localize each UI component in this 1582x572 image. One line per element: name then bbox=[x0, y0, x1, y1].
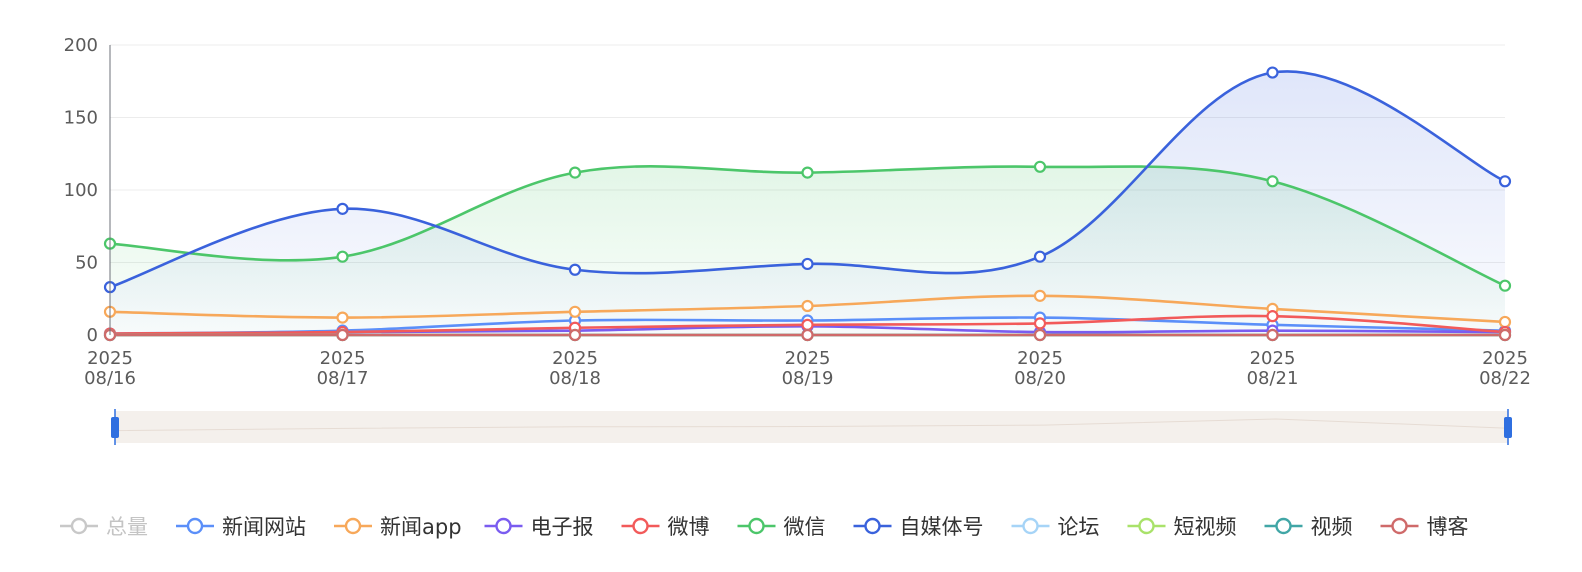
legend-item[interactable]: 总量 bbox=[60, 515, 148, 539]
y-tick-label: 0 bbox=[87, 325, 98, 346]
legend-item[interactable]: 微博 bbox=[621, 515, 710, 539]
data-point[interactable] bbox=[336, 250, 349, 263]
data-point[interactable] bbox=[1033, 160, 1047, 173]
legend-item[interactable]: 电子报 bbox=[484, 515, 594, 539]
zoom-handle-start[interactable] bbox=[111, 417, 119, 438]
y-tick-label: 200 bbox=[64, 35, 98, 56]
legend-label: 总量 bbox=[106, 515, 148, 539]
legend-circle-icon bbox=[1391, 517, 1408, 535]
legend-circle-icon bbox=[70, 517, 88, 535]
legend-circle-icon bbox=[344, 517, 362, 535]
data-point[interactable] bbox=[568, 328, 582, 342]
data-point[interactable] bbox=[1498, 175, 1512, 188]
legend-item[interactable]: 视频 bbox=[1264, 515, 1353, 539]
legend-circle-icon bbox=[495, 517, 512, 535]
x-tick-label: 2025 08/16 bbox=[84, 348, 136, 389]
data-point[interactable] bbox=[801, 299, 814, 313]
legend-circle-icon bbox=[864, 517, 881, 535]
legend-item[interactable]: 新闻app bbox=[334, 515, 462, 539]
x-tick-label: 2025 08/19 bbox=[782, 348, 834, 389]
data-point[interactable] bbox=[1033, 289, 1047, 302]
legend-item[interactable]: 短视频 bbox=[1127, 515, 1237, 539]
y-tick-label: 150 bbox=[64, 108, 98, 129]
data-point[interactable] bbox=[1266, 175, 1279, 188]
data-point[interactable] bbox=[336, 311, 349, 324]
data-point[interactable] bbox=[568, 166, 582, 179]
data-zoom-slider[interactable] bbox=[111, 409, 1512, 445]
data-point[interactable] bbox=[568, 305, 582, 318]
legend-circle-icon bbox=[1138, 517, 1155, 535]
legend-item[interactable]: 论坛 bbox=[1011, 515, 1100, 539]
data-point[interactable] bbox=[1498, 279, 1512, 292]
data-point[interactable] bbox=[1033, 328, 1047, 342]
data-point[interactable] bbox=[801, 318, 814, 331]
legend-label: 短视频 bbox=[1174, 515, 1237, 539]
legend-label: 新闻网站 bbox=[222, 515, 306, 539]
legend-label: 自媒体号 bbox=[900, 515, 984, 539]
legend-label: 新闻app bbox=[380, 515, 462, 539]
data-point[interactable] bbox=[801, 257, 814, 271]
data-point[interactable] bbox=[568, 263, 582, 276]
data-point[interactable] bbox=[1266, 310, 1279, 323]
legend-circle-icon bbox=[1275, 517, 1292, 535]
zoom-handle-end[interactable] bbox=[1504, 417, 1512, 438]
legend-label: 博客 bbox=[1427, 515, 1469, 539]
data-point[interactable] bbox=[1266, 66, 1279, 79]
data-point[interactable] bbox=[336, 328, 349, 342]
legend-circle-icon bbox=[186, 517, 204, 535]
x-axis: 2025 08/16 2025 08/17 2025 08/18 2025 08/19 2025… bbox=[84, 348, 1531, 389]
legend-label: 视频 bbox=[1311, 515, 1353, 539]
data-point[interactable] bbox=[1033, 317, 1047, 330]
legend-label: 微博 bbox=[668, 515, 710, 539]
legend-item[interactable]: 微信 bbox=[737, 515, 826, 539]
legend-circle-icon bbox=[748, 517, 765, 535]
legend-item[interactable]: 自媒体号 bbox=[853, 515, 984, 539]
legend-label: 论坛 bbox=[1058, 515, 1100, 539]
series-area bbox=[110, 71, 1505, 336]
series-points bbox=[103, 66, 1512, 342]
data-point[interactable] bbox=[1498, 315, 1512, 329]
legend-label: 电子报 bbox=[531, 515, 594, 539]
legend-circle-icon bbox=[1022, 517, 1039, 535]
y-tick-label: 50 bbox=[75, 253, 98, 274]
data-point[interactable] bbox=[1033, 250, 1047, 263]
y-tick-label: 100 bbox=[64, 180, 98, 201]
data-point[interactable] bbox=[801, 166, 814, 179]
legend-circle-icon bbox=[632, 517, 649, 535]
legend-item[interactable]: 新闻网站 bbox=[176, 515, 306, 539]
zoom-preview-line bbox=[114, 418, 1509, 432]
data-point[interactable] bbox=[1498, 328, 1512, 342]
legend-item[interactable]: 博客 bbox=[1380, 515, 1469, 539]
series-areas bbox=[110, 71, 1505, 336]
x-tick-label: 2025 08/17 bbox=[317, 348, 369, 389]
x-tick-label: 2025 08/20 bbox=[1014, 348, 1066, 389]
data-point[interactable] bbox=[801, 328, 814, 342]
data-point[interactable] bbox=[1266, 328, 1279, 342]
data-point[interactable] bbox=[336, 202, 349, 215]
legend-label: 微信 bbox=[784, 515, 826, 539]
x-tick-label: 2025 08/21 bbox=[1247, 348, 1299, 389]
x-tick-label: 2025 08/18 bbox=[549, 348, 601, 389]
x-tick-label: 2025 08/22 bbox=[1479, 348, 1531, 389]
legend: 总量 新闻网站 新闻app 电子报 微博 微信 自媒体号 论坛 短视频 视频 博客 bbox=[60, 515, 1469, 539]
y-axis: 0 50 100 150 200 bbox=[64, 35, 111, 346]
